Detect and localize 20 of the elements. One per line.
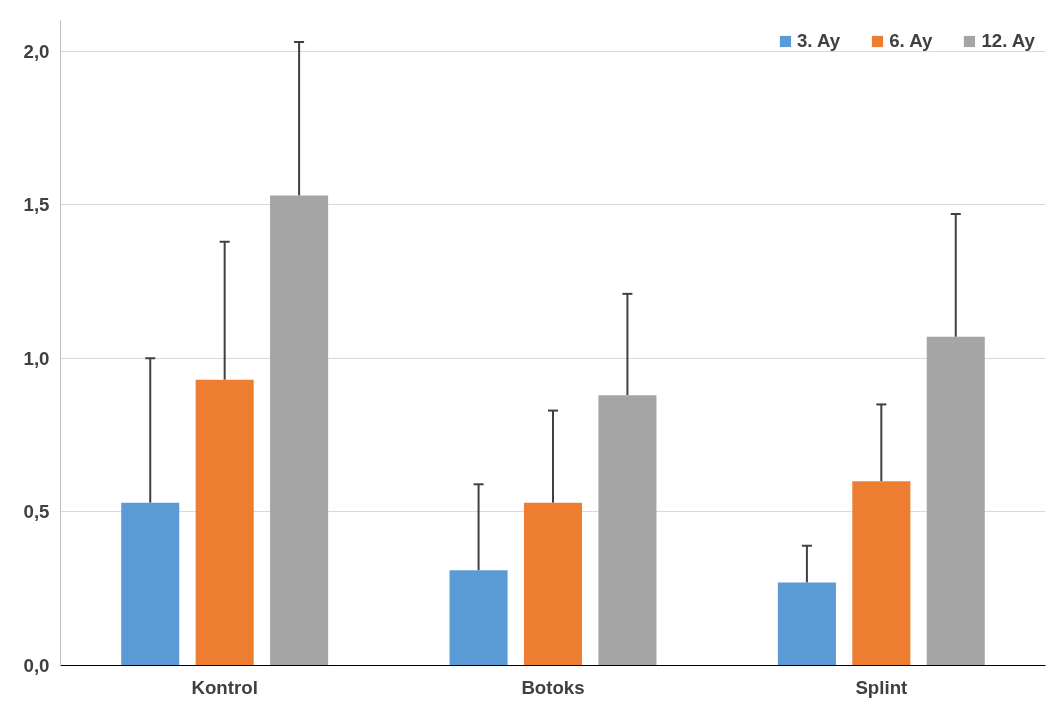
- bar: [449, 570, 508, 666]
- bar: [270, 195, 329, 666]
- bar: [121, 502, 180, 666]
- y-tick-label: 1,0: [23, 347, 50, 369]
- x-tick-label: Splint: [855, 676, 908, 698]
- bar: [598, 395, 657, 666]
- x-tick-label: Kontrol: [191, 676, 258, 698]
- legend-label: 3. Ay: [796, 30, 841, 52]
- bar: [777, 582, 836, 666]
- y-tick-label: 2,0: [23, 40, 50, 62]
- legend-label: 6. Ay: [889, 30, 933, 52]
- y-tick-label: 0,5: [23, 501, 50, 523]
- bar: [852, 481, 911, 666]
- legend-label: 12. Ay: [981, 30, 1035, 52]
- bar: [523, 502, 583, 666]
- y-tick-label: 1,5: [23, 194, 50, 216]
- y-tick-label: 0,0: [23, 655, 50, 676]
- x-tick-label: Botoks: [521, 676, 585, 698]
- bar: [195, 379, 254, 666]
- bar: [926, 336, 985, 666]
